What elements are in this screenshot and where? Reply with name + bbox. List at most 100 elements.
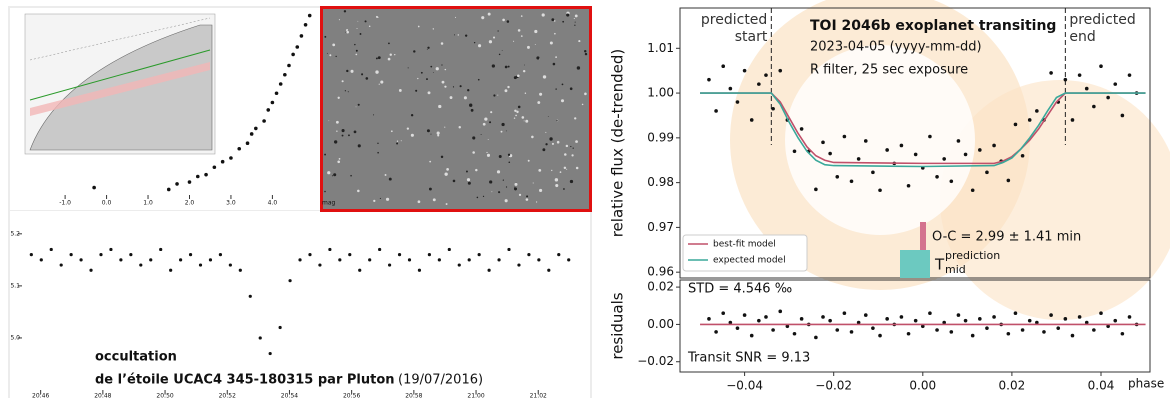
- star: [452, 179, 456, 183]
- star: [341, 80, 344, 83]
- data-point: [278, 325, 282, 330]
- data-point: [764, 315, 768, 319]
- data-point: [129, 253, 133, 257]
- star: [514, 182, 518, 186]
- data-point: [1092, 104, 1096, 109]
- data-point: [188, 253, 193, 257]
- data-point: [427, 253, 431, 257]
- star: [547, 115, 549, 117]
- x-tick-label: 21:00: [467, 393, 484, 400]
- data-point: [79, 258, 83, 262]
- star: [475, 168, 478, 172]
- star: [420, 71, 423, 74]
- data-point: [288, 279, 292, 283]
- lightcurve-bg: [10, 211, 590, 398]
- y-tick-label: 5.0: [10, 334, 20, 341]
- star: [563, 188, 565, 190]
- star: [515, 114, 517, 117]
- star: [426, 129, 430, 133]
- x-tick-label: 0.04: [1088, 379, 1115, 393]
- star: [452, 86, 455, 88]
- data-point: [179, 258, 183, 262]
- data-point: [198, 263, 203, 267]
- x-tick-label: 2.0: [185, 200, 195, 207]
- x-tick-label: 0.00: [909, 379, 936, 393]
- star: [486, 151, 488, 154]
- star: [324, 35, 327, 38]
- data-point: [287, 63, 291, 68]
- data-point: [1020, 328, 1025, 332]
- star: [508, 161, 511, 164]
- x-tick-label: −0.02: [815, 379, 852, 393]
- star: [504, 199, 508, 203]
- star: [364, 20, 367, 23]
- data-point: [1035, 320, 1039, 325]
- star: [488, 40, 493, 44]
- star: [470, 108, 474, 112]
- star: [484, 117, 488, 121]
- star: [357, 189, 360, 193]
- star: [554, 178, 559, 182]
- star: [432, 72, 434, 74]
- x-tick-label: 1.0: [143, 200, 153, 207]
- data-point: [956, 139, 961, 143]
- star: [417, 200, 421, 204]
- data-point: [1106, 95, 1110, 100]
- inset-map: [24, 13, 216, 155]
- star: [513, 40, 515, 42]
- data-point: [978, 317, 982, 321]
- star: [480, 134, 482, 135]
- annotation: STD = 4.546 ‰: [688, 282, 792, 297]
- data-point: [268, 351, 272, 356]
- star: [368, 25, 371, 28]
- x-tick-label: -1.0: [59, 200, 71, 207]
- star: [496, 170, 501, 174]
- star: [365, 77, 369, 80]
- star: [507, 65, 510, 68]
- data-point: [963, 318, 968, 323]
- boundary-label: start: [735, 29, 768, 45]
- star: [575, 140, 578, 143]
- y-axis-label: relative flux (de-trended): [609, 49, 627, 238]
- star: [575, 166, 579, 170]
- data-point: [1027, 118, 1032, 122]
- star: [432, 28, 435, 30]
- star: [394, 53, 396, 56]
- star: [326, 52, 328, 54]
- data-point: [557, 253, 561, 257]
- star: [378, 83, 380, 85]
- star: [356, 28, 358, 29]
- star: [357, 103, 360, 106]
- star: [338, 157, 341, 160]
- star: [498, 154, 502, 158]
- data-point: [1127, 73, 1132, 77]
- data-point: [821, 140, 825, 145]
- star: [410, 114, 414, 117]
- star: [473, 41, 476, 44]
- star: [520, 15, 523, 17]
- star: [477, 78, 480, 81]
- data-point: [935, 328, 939, 332]
- data-point: [283, 72, 287, 77]
- y-tick-label: 5.1: [10, 282, 20, 289]
- star: [572, 147, 574, 149]
- data-point: [799, 127, 804, 131]
- star: [410, 133, 414, 137]
- star: [505, 186, 508, 188]
- star: [324, 190, 326, 193]
- logo-background: [596, 0, 1170, 401]
- star: [337, 96, 340, 99]
- data-point: [119, 258, 123, 262]
- star: [482, 195, 485, 198]
- tmid-label: T: [934, 256, 945, 274]
- star: [513, 117, 516, 119]
- y-tick-label: 1.00: [647, 86, 674, 100]
- data-point: [771, 106, 775, 111]
- star: [536, 56, 540, 60]
- data-point: [1106, 324, 1110, 329]
- data-point: [792, 331, 797, 336]
- star: [563, 166, 567, 170]
- data-point: [49, 247, 53, 252]
- star: [507, 85, 510, 89]
- data-point: [913, 152, 918, 157]
